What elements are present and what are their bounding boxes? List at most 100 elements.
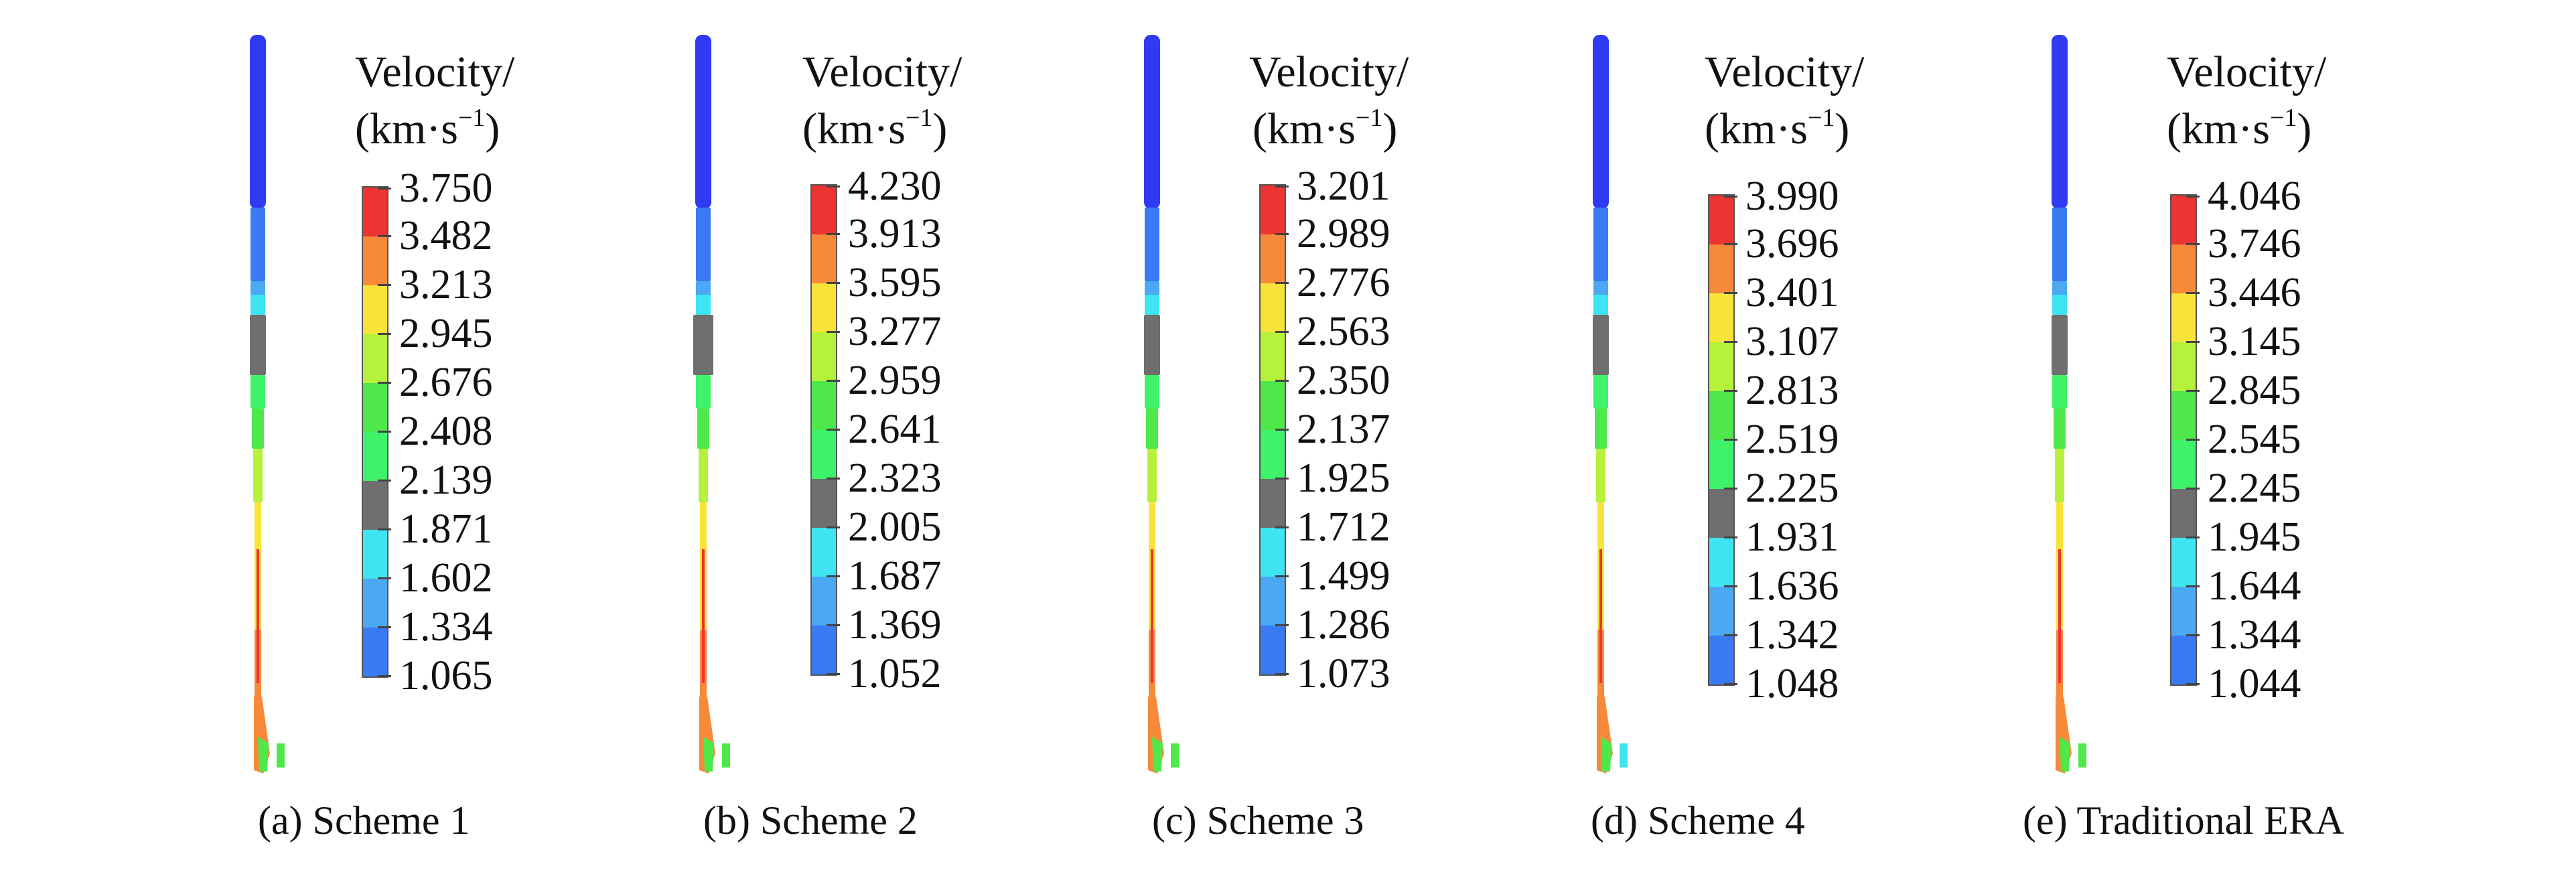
shape-segment	[697, 409, 709, 449]
color-bar-tick	[378, 284, 391, 286]
color-bar-segment	[363, 236, 387, 285]
color-bar-label: 1.712	[1297, 504, 1390, 550]
color-bar-label: 1.602	[399, 555, 493, 601]
color-bar-label: 2.959	[848, 358, 942, 403]
legend-unit: (km·s−1)	[1253, 104, 1398, 153]
shape-fragment	[1171, 743, 1179, 768]
color-bar-segment	[1261, 381, 1285, 430]
color-bar-label: 2.323	[848, 455, 942, 501]
color-bar-segment	[2171, 587, 2196, 636]
shape-segment	[1144, 315, 1160, 375]
color-bar-segment	[1261, 528, 1285, 577]
shape-segment	[699, 449, 708, 502]
color-bar-tick	[1275, 478, 1289, 480]
color-bar-label: 1.644	[2208, 563, 2301, 609]
color-bar-label: 1.065	[399, 653, 493, 699]
shape-segment	[1145, 375, 1159, 409]
color-bar-label: 2.845	[2208, 368, 2301, 413]
color-bar-segment	[2171, 636, 2196, 684]
shape-segment	[696, 208, 711, 281]
color-bar-segment	[1709, 538, 1733, 587]
shape-foot	[1601, 737, 1612, 772]
color-bar-tick	[2186, 585, 2200, 587]
color-bar-label: 1.931	[1745, 514, 1839, 560]
shape-segment	[1596, 449, 1605, 502]
legend-unit: (km·s−1)	[355, 104, 500, 153]
color-bar-label: 3.913	[848, 211, 942, 257]
color-bar	[362, 186, 388, 678]
color-bar-segment	[1709, 293, 1733, 342]
color-bar-label: 3.107	[1745, 319, 1839, 364]
color-bar-label: 1.052	[848, 651, 942, 697]
color-bar-segment	[363, 481, 387, 530]
legend-title: Velocity/	[802, 48, 962, 96]
scheme-panel: Velocity/(km·s−1) 3.201 2.989 2.776 2.563 2.3…	[0, 0, 1409, 870]
color-bar-tick	[1275, 526, 1289, 528]
color-bar-segment	[812, 577, 836, 626]
color-bar-segment	[1261, 626, 1285, 674]
color-bar-tick	[827, 526, 840, 528]
velocity-profile-shape	[250, 35, 285, 774]
color-bar-tick	[1724, 488, 1737, 490]
color-bar-segment	[1709, 391, 1733, 440]
color-bar-label: 3.145	[2208, 319, 2301, 364]
shape-segment	[257, 549, 259, 683]
shape-segment	[1151, 549, 1153, 683]
shape-segment	[696, 375, 711, 409]
velocity-profile-shape	[1593, 35, 1628, 774]
color-bar-segment	[812, 381, 836, 430]
color-bar-segment	[363, 628, 387, 676]
shape-segment	[2052, 208, 2067, 281]
color-bar-tick	[1724, 683, 1737, 685]
color-bar-segment	[812, 234, 836, 283]
shape-segment	[251, 375, 265, 409]
legend-title: Velocity/	[355, 48, 515, 96]
color-bar-tick	[827, 575, 840, 577]
color-bar-tick	[378, 382, 391, 384]
color-bar-label: 1.369	[848, 602, 942, 648]
color-bar-tick	[378, 675, 391, 677]
color-bar-segment	[1261, 577, 1285, 626]
color-bar-segment	[363, 579, 387, 628]
shape-segment	[2055, 449, 2064, 502]
color-bar	[2170, 194, 2197, 686]
color-bar-segment	[2171, 489, 2196, 538]
color-bar-tick	[378, 577, 391, 579]
color-bar-label: 1.048	[1745, 661, 1839, 707]
color-bar-tick	[1275, 331, 1289, 333]
shape-segment	[696, 295, 711, 315]
color-bar-segment	[1261, 234, 1285, 283]
shape-segment	[1593, 375, 1608, 409]
shape-foot	[2060, 737, 2070, 772]
legend-title: Velocity/	[1705, 48, 1865, 96]
color-bar-tick	[1275, 575, 1289, 577]
color-bar-tick	[2186, 439, 2200, 441]
color-bar-label: 2.137	[1297, 407, 1390, 452]
color-bar-tick	[2186, 243, 2200, 245]
color-bar-segment	[1709, 196, 1733, 244]
shape-segment	[1599, 549, 1602, 683]
color-bar-tick	[1275, 429, 1289, 431]
scheme-panel: Velocity/(km·s−1) 4.230 3.913 3.595 3.277 2.9…	[0, 0, 962, 870]
color-bar-segment	[1709, 244, 1733, 293]
color-bar-tick	[2186, 634, 2200, 636]
velocity-profile-shape	[2052, 35, 2086, 774]
shape-segment	[251, 295, 265, 315]
panel-caption: (a) Scheme 1	[258, 798, 470, 843]
shape-foot	[1152, 737, 1163, 772]
color-bar-segment	[1261, 186, 1285, 234]
scheme-panel: Velocity/(km·s−1) 4.046 3.746 3.446 3.145 2.8…	[0, 0, 2344, 870]
color-bar-tick	[2186, 683, 2200, 685]
shape-fragment	[2078, 743, 2086, 768]
color-bar-tick	[2186, 292, 2200, 294]
color-bar-tick	[827, 673, 840, 675]
color-bar-segment	[812, 283, 836, 332]
color-bar-segment	[812, 430, 836, 479]
color-bar-tick	[827, 186, 840, 188]
shape-segment	[1144, 35, 1160, 209]
color-bar-tick	[1275, 233, 1289, 235]
color-bar-label: 2.945	[399, 311, 493, 356]
color-bar-segment	[1261, 479, 1285, 528]
color-bar-label: 3.446	[2208, 270, 2301, 315]
color-bar-label: 1.945	[2208, 514, 2301, 560]
